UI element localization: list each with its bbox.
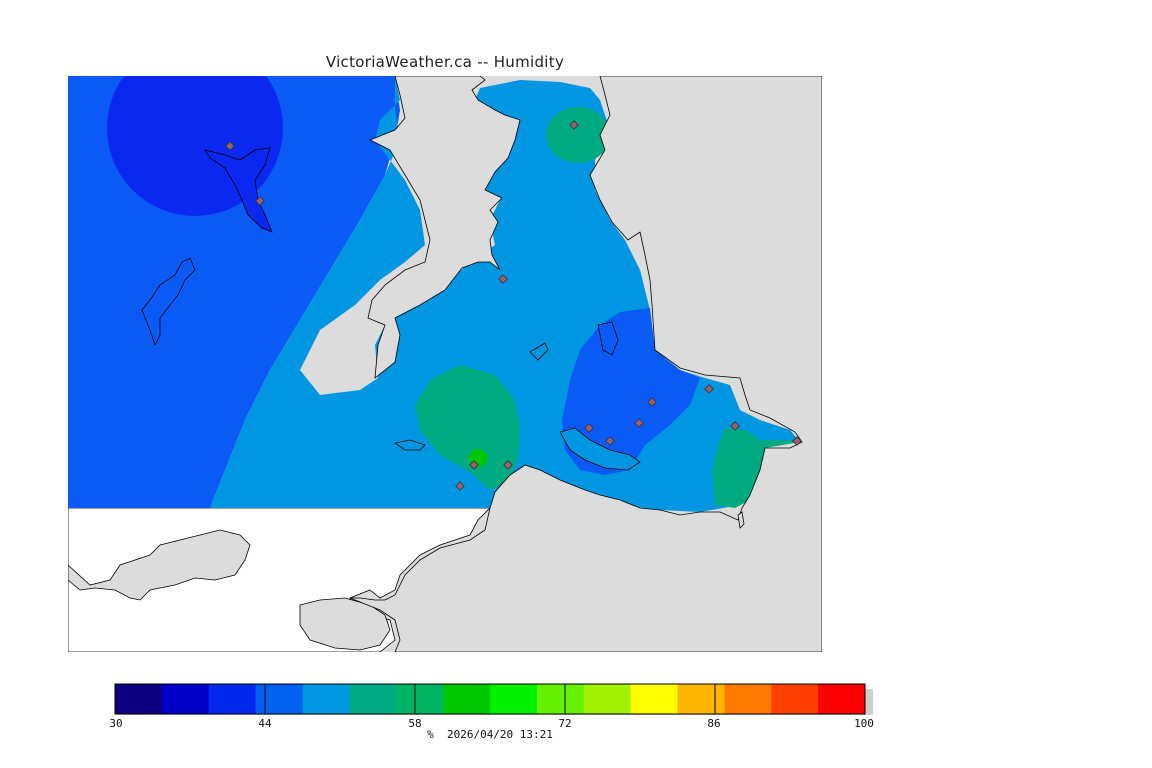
legend-tick-label: 72	[558, 717, 572, 730]
legend-cell	[630, 684, 679, 714]
island-north-west	[204, 147, 273, 233]
legend-cell	[818, 684, 866, 714]
legend-footer: % 2026/04/20 13:21	[0, 728, 980, 741]
color-legend	[114, 683, 873, 715]
humidity-44-50-east	[562, 308, 700, 475]
station-marker	[647, 397, 657, 407]
station-marker	[469, 460, 479, 470]
legend-timestamp: 2026/04/20 13:21	[446, 728, 553, 741]
station-marker	[704, 384, 714, 394]
legend-cell	[724, 684, 772, 714]
island-east-small	[597, 321, 619, 356]
island-south-small	[394, 439, 426, 451]
legend-cell	[583, 684, 632, 714]
station-marker	[634, 418, 644, 428]
station-marker	[455, 481, 465, 491]
legend-ticks	[264, 684, 716, 714]
legend-cell	[396, 684, 444, 714]
legend-cell	[443, 684, 491, 714]
humidity-56-62-south	[415, 365, 520, 490]
map-area	[68, 76, 822, 652]
station-marker	[225, 141, 235, 151]
legend-tick-label: 30	[109, 717, 123, 730]
island-west	[141, 257, 196, 347]
legend-cell	[208, 684, 257, 714]
station-marker	[255, 196, 265, 206]
humidity-56-62-north	[546, 107, 610, 163]
station-marker	[730, 421, 740, 431]
legend-cell	[302, 684, 350, 714]
legend-cell	[161, 684, 210, 714]
legend-tick-label: 86	[707, 717, 721, 730]
legend-cell	[677, 684, 725, 714]
legend-cell	[536, 684, 585, 714]
legend-cell	[490, 684, 538, 714]
station-marker	[498, 274, 508, 284]
olympic-coast-2	[299, 597, 391, 651]
island-south-east	[737, 511, 745, 529]
map-title: VictoriaWeather.ca -- Humidity	[325, 53, 565, 71]
legend-tick-label: 100	[854, 717, 874, 730]
station-marker	[584, 423, 594, 433]
station-marker	[569, 120, 579, 130]
harbour-inlet	[559, 427, 641, 471]
legend-cell	[349, 684, 397, 714]
legend-border	[114, 683, 866, 715]
saanich-inlet-land	[367, 76, 521, 379]
legend-tick-label: 44	[258, 717, 272, 730]
legend-cell	[115, 684, 163, 714]
station-marker	[503, 460, 513, 470]
station-marker	[605, 436, 615, 446]
east-land	[349, 76, 822, 652]
legend-cells	[115, 684, 866, 714]
legend-unit: %	[427, 728, 434, 741]
legend-tick-label: 58	[408, 717, 422, 730]
olympic-coast	[68, 529, 251, 601]
legend-cell	[255, 684, 304, 714]
island-mid	[529, 342, 549, 361]
humidity-56-62-east	[712, 428, 800, 508]
station-markers	[225, 120, 802, 491]
legend-cell	[771, 684, 819, 714]
station-marker	[792, 436, 802, 446]
